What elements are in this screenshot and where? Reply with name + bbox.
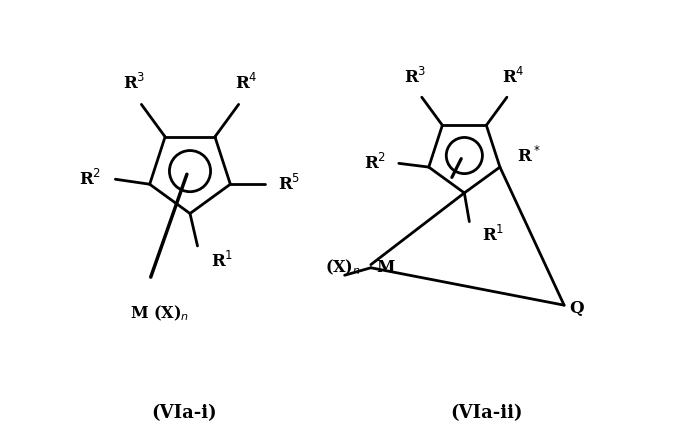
Text: (VIa-ii): (VIa-ii) xyxy=(450,404,522,422)
Text: (X)$_n$: (X)$_n$ xyxy=(325,258,362,278)
Text: M (X)$_n$: M (X)$_n$ xyxy=(130,304,189,324)
Text: R$^3$: R$^3$ xyxy=(123,73,145,93)
Text: M: M xyxy=(376,259,394,276)
Text: Q: Q xyxy=(569,300,584,317)
Text: R$^*$: R$^*$ xyxy=(517,146,541,166)
Text: R$^1$: R$^1$ xyxy=(211,251,234,271)
Text: R$^4$: R$^4$ xyxy=(235,73,258,93)
Text: (VIa-i): (VIa-i) xyxy=(151,404,216,422)
Text: R$^4$: R$^4$ xyxy=(502,67,524,87)
Text: R$^1$: R$^1$ xyxy=(482,225,504,245)
Text: R$^2$: R$^2$ xyxy=(80,169,102,189)
Text: R$^2$: R$^2$ xyxy=(364,153,387,173)
Text: R$^5$: R$^5$ xyxy=(279,174,301,194)
Text: R$^3$: R$^3$ xyxy=(404,67,426,87)
